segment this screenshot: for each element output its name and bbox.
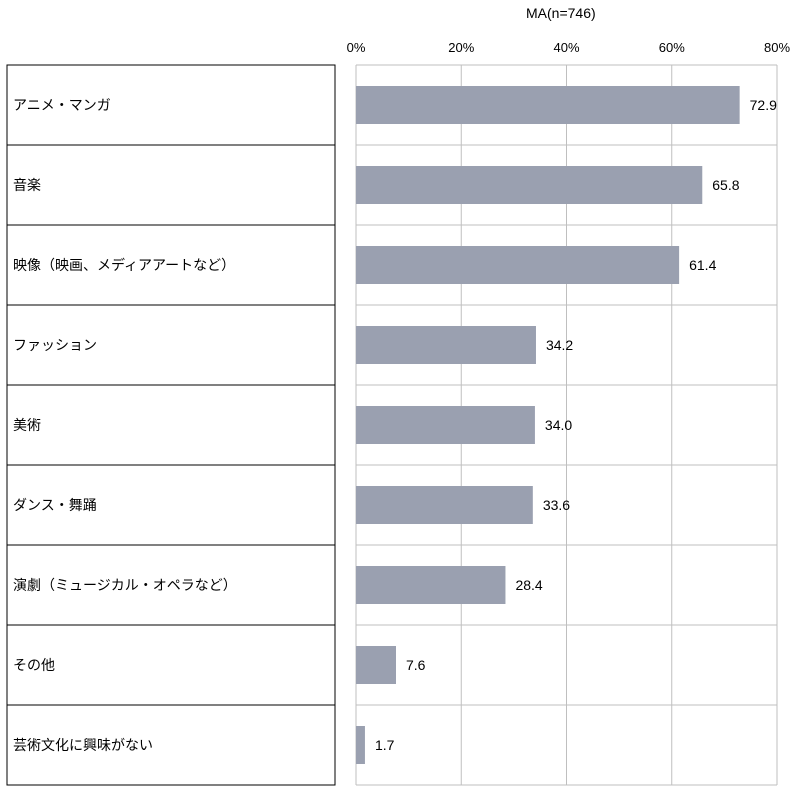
bar bbox=[356, 566, 506, 604]
tick-label-0: 0% bbox=[347, 40, 366, 55]
bar bbox=[356, 166, 703, 204]
data-label: 33.6 bbox=[543, 497, 570, 513]
category-label: 美術 bbox=[13, 418, 41, 434]
category-table bbox=[6, 64, 336, 786]
data-label: 34.0 bbox=[545, 417, 572, 433]
category-label: 芸術文化に興味がない bbox=[13, 738, 153, 754]
data-label: 65.8 bbox=[712, 177, 739, 193]
bar bbox=[356, 726, 365, 764]
data-label: 34.2 bbox=[546, 337, 573, 353]
category-label: ダンス・舞踊 bbox=[13, 498, 97, 514]
category-table-border bbox=[6, 64, 336, 786]
bar bbox=[356, 406, 535, 444]
tick-label-20: 20% bbox=[448, 40, 474, 55]
category-label: アニメ・マンガ bbox=[13, 98, 111, 114]
bar bbox=[356, 486, 533, 524]
data-label: 7.6 bbox=[406, 657, 426, 673]
grid-layer bbox=[355, 64, 778, 786]
sample-note-text: MA(n=746) bbox=[526, 5, 596, 21]
category-label: ファッション bbox=[13, 338, 97, 354]
category-label: 映像（映画、メディアアートなど） bbox=[13, 257, 235, 274]
category-label: 音楽 bbox=[13, 177, 41, 194]
data-label: 72.9 bbox=[750, 97, 777, 113]
tick-label-80: 80% bbox=[764, 40, 790, 55]
label-layer: 0% 20% 40% 60% 80% アニメ・マンガ 72.9 音楽 65.8 映像（映画、メディ… bbox=[13, 40, 790, 754]
bar bbox=[356, 246, 680, 284]
bar bbox=[356, 646, 396, 684]
category-label: その他 bbox=[13, 658, 55, 674]
bar-layer bbox=[356, 86, 740, 764]
bar bbox=[356, 86, 740, 124]
data-label: 61.4 bbox=[689, 257, 716, 273]
tick-label-60: 60% bbox=[659, 40, 685, 55]
data-label: 28.4 bbox=[515, 577, 542, 593]
category-label: 演劇（ミュージカル・オペラなど） bbox=[13, 578, 237, 594]
tick-label-40: 40% bbox=[553, 40, 579, 55]
data-label: 1.7 bbox=[375, 737, 395, 753]
bar bbox=[356, 326, 536, 364]
